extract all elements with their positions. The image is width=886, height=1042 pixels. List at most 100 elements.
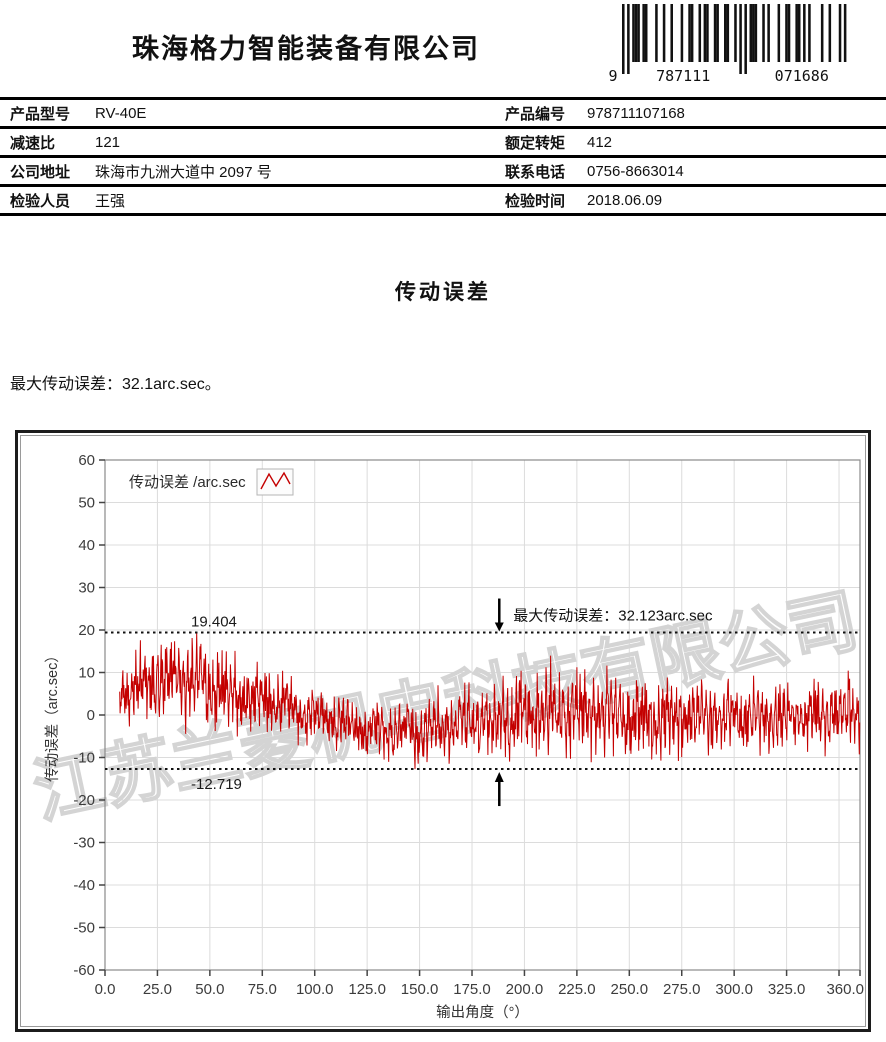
- chart-area: 江苏兰菱机电科技有限公司 0.0 25.0 50.0 75.0 100.0 125.0 150…: [20, 435, 866, 1027]
- x-tick-label: 250.0: [611, 981, 649, 998]
- reduction-ratio-label: 减速比: [10, 134, 56, 152]
- barcode-bar: [726, 4, 730, 62]
- legend-swatch-line: [260, 471, 291, 490]
- barcode-bar: [716, 4, 719, 62]
- inspector-value: 王强: [95, 192, 126, 210]
- barcode-bar: [703, 4, 707, 62]
- product-info-table: 产品型号 RV-40E 产品编号 978711107168 减速比 121 额定…: [0, 97, 886, 216]
- x-tick-label: 100.0: [296, 981, 334, 998]
- contact-phone-label: 联系电话: [505, 163, 566, 181]
- barcode-bar: [662, 4, 666, 62]
- barcode-image: 9 787111 071686: [608, 4, 847, 85]
- y-tick-label: 40: [78, 537, 95, 554]
- barcode-bar: [843, 4, 847, 62]
- down-arrow-head: [494, 622, 504, 632]
- y-tick-label: -60: [73, 962, 95, 979]
- company-name: 珠海格力智能装备有限公司: [132, 34, 480, 64]
- barcode-bar: [634, 4, 638, 62]
- table-row: 公司地址 珠海市九洲大道中 2097 号 联系电话 0756-8663014: [0, 158, 886, 187]
- barcode-bar: [767, 4, 770, 62]
- barcode-bar: [754, 4, 758, 62]
- barcode-digits: 071686: [775, 67, 829, 85]
- inspection-time-value: 2018.06.09: [587, 191, 663, 209]
- max-error-annotation: 最大传动误差：32.123arc.sec: [513, 608, 713, 625]
- barcode-bar: [655, 4, 658, 62]
- x-tick-label: 50.0: [195, 981, 224, 998]
- barcode-bar: [739, 4, 742, 74]
- barcode-bar: [690, 4, 694, 62]
- barcode-bar: [828, 4, 832, 62]
- barcode-bar: [808, 4, 811, 62]
- x-tick-label: 25.0: [143, 981, 172, 998]
- barcode-bar: [644, 4, 648, 62]
- y-tick-label: -30: [73, 835, 95, 852]
- table-row: 减速比 121 额定转矩 412: [0, 129, 886, 158]
- inspection-time-label: 检验时间: [505, 192, 566, 210]
- barcode-bar: [622, 4, 625, 74]
- y-tick-label: 60: [78, 452, 95, 469]
- barcode-bar: [713, 4, 717, 62]
- barcode-bar: [838, 4, 842, 62]
- table-row: 产品型号 RV-40E 产品编号 978711107168: [0, 100, 886, 129]
- barcode-bar: [749, 4, 753, 62]
- company-address-label: 公司地址: [10, 163, 71, 181]
- barcode: 9 787111 071686: [606, 0, 880, 88]
- max-error-summary: 最大传动误差：32.1arc.sec。: [10, 376, 221, 393]
- table-row: 检验人员 王强 检验时间 2018.06.09: [0, 187, 886, 216]
- barcode-bar: [642, 4, 645, 62]
- y-tick-label: -20: [73, 792, 95, 809]
- barcode-bar: [734, 4, 737, 62]
- x-tick-label: 175.0: [453, 981, 491, 998]
- barcode-bar: [706, 4, 709, 62]
- x-tick-label: 360.0: [826, 981, 864, 998]
- report-header: 珠海格力智能装备有限公司 9 787111 071686: [0, 0, 886, 88]
- inspector-label: 检验人员: [10, 192, 71, 210]
- contact-phone-value: 0756-8663014: [587, 162, 684, 180]
- x-tick-label: 0.0: [95, 981, 116, 998]
- product-model-label: 产品型号: [10, 105, 71, 123]
- barcode-bar: [698, 4, 702, 62]
- x-axis-title: 输出角度（°）: [436, 1004, 529, 1021]
- product-number-label: 产品编号: [505, 105, 566, 123]
- company-address-value: 珠海市九洲大道中 2097 号: [95, 163, 272, 181]
- reduction-ratio-value: 121: [95, 133, 121, 151]
- barcode-bar: [797, 4, 801, 62]
- rated-torque-value: 412: [587, 133, 613, 151]
- barcode-digits: 9: [608, 67, 617, 85]
- legend-label: 传动误差 /arc.sec: [129, 474, 246, 491]
- y-tick-label: -10: [73, 750, 95, 767]
- y-tick-label: -50: [73, 920, 95, 937]
- x-tick-label: 200.0: [506, 981, 544, 998]
- barcode-bar: [670, 4, 673, 62]
- barcode-bar: [785, 4, 788, 62]
- barcode-bar: [777, 4, 781, 62]
- legend-swatch-box: [256, 468, 294, 496]
- barcode-bar: [762, 4, 765, 62]
- x-tick-label: 300.0: [715, 981, 753, 998]
- barcode-bar: [787, 4, 791, 62]
- y-tick-label: 20: [78, 622, 95, 639]
- barcode-bar: [688, 4, 691, 62]
- barcode-bar: [795, 4, 798, 62]
- up-arrow-head: [494, 772, 504, 783]
- product-number-value: 978711107168: [587, 104, 685, 122]
- y-axis-title: 传动误差（arc.sec）: [44, 648, 61, 782]
- chart-frame: 江苏兰菱机电科技有限公司 0.0 25.0 50.0 75.0 100.0 125.0 150…: [15, 430, 871, 1032]
- y-tick-label: 50: [78, 495, 95, 512]
- x-tick-label: 125.0: [348, 981, 386, 998]
- barcode-bar: [803, 4, 806, 62]
- signal-line: [119, 632, 861, 770]
- max-line-label: 19.404: [191, 614, 237, 631]
- barcode-bar: [752, 4, 755, 62]
- rated-torque-label: 额定转矩: [505, 134, 566, 152]
- barcode-bar: [820, 4, 824, 62]
- section-title: 传动误差: [395, 281, 491, 304]
- x-tick-label: 325.0: [768, 981, 806, 998]
- x-tick-label: 75.0: [248, 981, 277, 998]
- barcode-bar: [744, 4, 747, 74]
- barcode-bar: [680, 4, 684, 62]
- barcode-bar: [637, 4, 640, 62]
- x-tick-label: 275.0: [663, 981, 701, 998]
